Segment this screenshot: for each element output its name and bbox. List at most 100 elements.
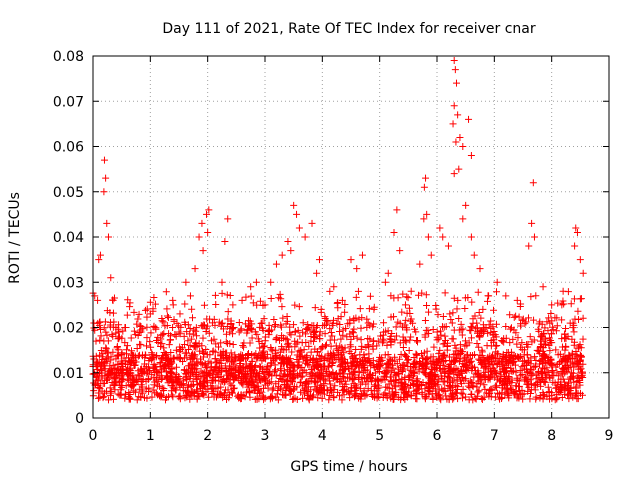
data-point (161, 350, 169, 358)
data-point (247, 283, 255, 291)
data-point (569, 354, 577, 362)
data-point (498, 389, 506, 397)
data-point (403, 293, 411, 301)
data-point (245, 387, 253, 395)
data-point (192, 339, 200, 347)
data-point (558, 343, 566, 351)
data-point (287, 370, 295, 378)
data-point (229, 358, 237, 366)
data-point (271, 322, 279, 330)
data-point (465, 355, 473, 363)
data-point (346, 389, 354, 397)
data-point (172, 346, 180, 354)
data-point (319, 375, 327, 383)
data-point (235, 369, 243, 377)
data-point (444, 242, 452, 250)
data-point (363, 323, 371, 331)
data-point (154, 339, 162, 347)
data-point (461, 342, 469, 350)
data-point (114, 335, 122, 343)
data-point (295, 303, 303, 311)
data-point (382, 392, 390, 400)
data-point (186, 341, 194, 349)
data-point (229, 340, 237, 348)
data-point (449, 309, 457, 317)
data-point (401, 362, 409, 370)
data-point (404, 294, 412, 302)
data-point (472, 370, 480, 378)
data-point (523, 369, 531, 377)
data-point (248, 334, 256, 342)
data-point (402, 316, 410, 324)
data-point (365, 371, 373, 379)
data-point (302, 369, 310, 377)
data-point (473, 392, 481, 400)
data-point (538, 320, 546, 328)
data-point (184, 387, 192, 395)
data-point (445, 353, 453, 361)
data-point (350, 369, 358, 377)
data-point (516, 303, 524, 311)
data-point (260, 393, 268, 401)
data-point (226, 362, 234, 370)
x-tick-label: 2 (203, 428, 212, 444)
data-point (457, 320, 465, 328)
data-point (277, 384, 285, 392)
data-point (526, 333, 534, 341)
data-point (205, 393, 213, 401)
data-point (391, 336, 399, 344)
data-point (552, 346, 560, 354)
data-point (467, 152, 475, 160)
data-point (213, 370, 221, 378)
data-point (459, 143, 467, 150)
data-point (422, 174, 430, 182)
data-point (253, 379, 261, 387)
data-point (228, 389, 236, 397)
data-point (361, 391, 369, 399)
data-point (109, 296, 117, 304)
data-point (320, 356, 328, 364)
data-point (455, 165, 463, 173)
data-point (530, 363, 538, 371)
data-point (223, 371, 231, 379)
data-point (410, 372, 417, 380)
data-point (139, 376, 147, 384)
data-point (328, 362, 336, 370)
data-point (322, 341, 330, 349)
data-point (346, 341, 354, 349)
data-point (468, 323, 476, 331)
data-point (260, 315, 268, 323)
data-point (361, 367, 369, 375)
data-point (478, 352, 486, 360)
data-point (469, 319, 477, 327)
data-point (544, 383, 552, 391)
data-point (321, 322, 329, 330)
data-point (97, 346, 105, 354)
data-point (468, 390, 476, 398)
data-point (302, 339, 310, 347)
data-point (317, 381, 325, 389)
data-point (236, 362, 244, 370)
data-point (388, 329, 396, 337)
data-point (215, 367, 223, 375)
data-point (543, 393, 551, 401)
data-point (398, 308, 406, 316)
data-point (486, 386, 494, 394)
data-point (163, 372, 171, 380)
data-point (134, 331, 142, 339)
data-point (218, 319, 226, 327)
data-point (501, 385, 509, 393)
data-point (491, 331, 499, 339)
data-point (291, 301, 299, 309)
data-point (543, 368, 551, 376)
data-point (256, 375, 264, 383)
data-point (418, 289, 426, 297)
data-point (468, 364, 476, 372)
data-point (133, 320, 141, 328)
data-point (515, 382, 523, 390)
data-point (474, 288, 482, 296)
data-point (283, 376, 291, 384)
data-point (415, 365, 423, 373)
data-point (381, 278, 389, 286)
data-point (500, 364, 508, 372)
